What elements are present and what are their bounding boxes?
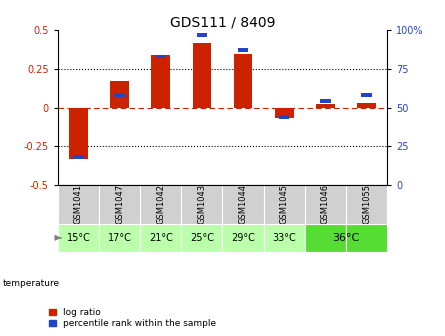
Bar bbox=[279, 115, 289, 119]
Text: 15°C: 15°C bbox=[66, 233, 90, 243]
Bar bbox=[110, 81, 129, 108]
Text: GSM1041: GSM1041 bbox=[74, 184, 83, 224]
Text: 36°C: 36°C bbox=[332, 233, 360, 243]
Bar bbox=[346, 224, 387, 252]
Bar bbox=[73, 155, 84, 159]
Bar bbox=[320, 99, 331, 103]
Bar bbox=[69, 108, 88, 159]
Bar bbox=[357, 103, 376, 108]
Bar bbox=[234, 54, 252, 108]
Text: GSM1045: GSM1045 bbox=[280, 184, 289, 224]
Bar bbox=[58, 224, 99, 252]
Bar bbox=[361, 93, 372, 97]
Text: GSM1043: GSM1043 bbox=[198, 184, 206, 224]
Bar bbox=[264, 224, 305, 252]
Text: temperature: temperature bbox=[2, 280, 59, 288]
Text: GSM1047: GSM1047 bbox=[115, 184, 124, 224]
Legend: log ratio, percentile rank within the sample: log ratio, percentile rank within the sa… bbox=[49, 308, 217, 328]
Bar bbox=[275, 108, 294, 118]
Text: GSM1042: GSM1042 bbox=[156, 184, 165, 224]
Bar bbox=[182, 224, 222, 252]
Text: 21°C: 21°C bbox=[149, 233, 173, 243]
Bar bbox=[316, 104, 335, 108]
Bar bbox=[197, 33, 207, 37]
Title: GDS111 / 8409: GDS111 / 8409 bbox=[170, 15, 275, 29]
Text: 17°C: 17°C bbox=[108, 233, 132, 243]
Text: GSM1044: GSM1044 bbox=[239, 184, 247, 224]
Bar bbox=[238, 48, 248, 52]
Text: GSM1055: GSM1055 bbox=[362, 184, 371, 224]
Bar bbox=[305, 224, 346, 252]
Text: 25°C: 25°C bbox=[190, 233, 214, 243]
Bar bbox=[222, 224, 263, 252]
Bar bbox=[151, 55, 170, 108]
Bar bbox=[99, 224, 140, 252]
Bar bbox=[193, 43, 211, 108]
Text: GSM1046: GSM1046 bbox=[321, 184, 330, 224]
Bar bbox=[156, 55, 166, 58]
Text: 33°C: 33°C bbox=[272, 233, 296, 243]
Bar bbox=[140, 224, 182, 252]
Text: 29°C: 29°C bbox=[231, 233, 255, 243]
Bar bbox=[114, 93, 125, 97]
